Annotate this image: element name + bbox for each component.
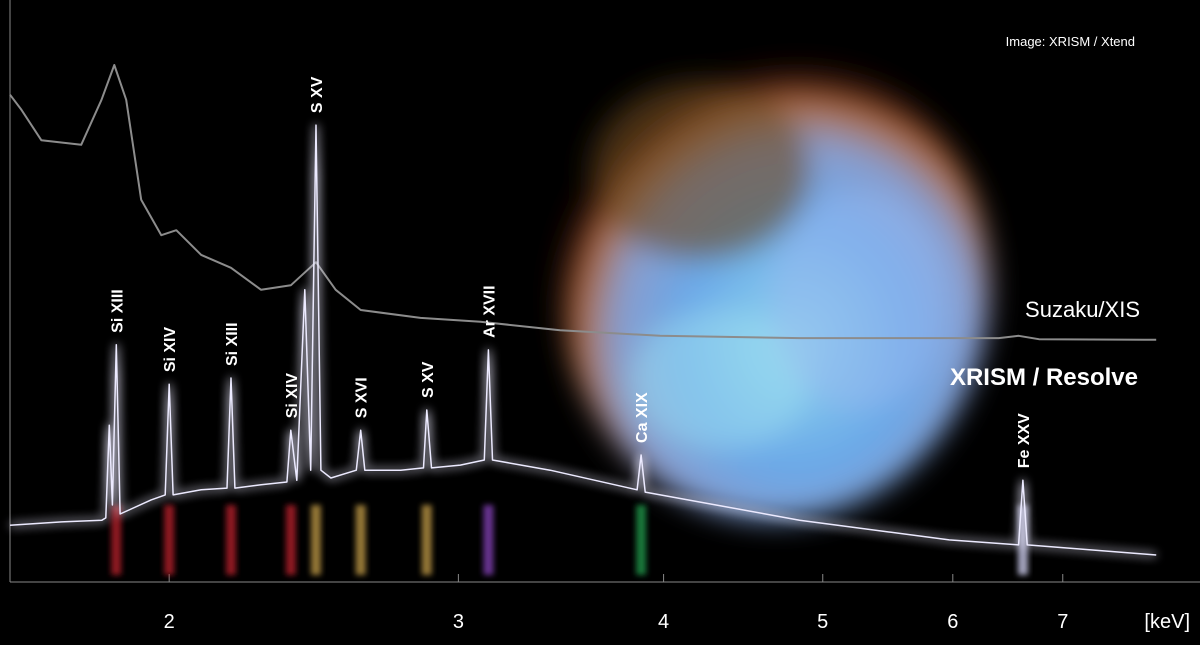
line-label: Si XIV <box>162 326 179 372</box>
line-label: S XV <box>309 76 326 113</box>
x-axis-unit: [keV] <box>1144 611 1190 633</box>
spectrum-line <box>9 124 1157 556</box>
x-tick-label: 5 <box>817 611 828 633</box>
line-marker <box>164 505 175 575</box>
line-marker <box>421 505 432 575</box>
line-marker <box>225 505 236 575</box>
x-tick-label: 6 <box>947 611 958 633</box>
line-label: S XVI <box>354 377 371 418</box>
line-label: Ar XVII <box>481 285 498 337</box>
line-marker <box>355 505 366 575</box>
line-marker <box>285 505 296 575</box>
line-label: Ca XIX <box>634 392 651 443</box>
line-marker <box>310 505 321 575</box>
x-tick-label: 4 <box>658 611 669 633</box>
line-marker <box>483 505 494 575</box>
line-marker <box>111 505 122 575</box>
line-label: S XV <box>420 361 437 398</box>
x-tick-label: 3 <box>453 611 464 633</box>
line-label: Si XIV <box>284 373 301 419</box>
x-tick-label: 2 <box>164 611 175 633</box>
series-label: Suzaku/XIS <box>1025 297 1140 322</box>
line-label: Si XIII <box>109 289 126 333</box>
line-label: Si XIII <box>224 322 241 366</box>
line-marker <box>636 505 647 575</box>
line-marker <box>1017 505 1028 575</box>
x-tick-label: 7 <box>1057 611 1068 633</box>
remnant-image <box>560 50 990 520</box>
spectrum-line <box>9 64 1157 341</box>
series-label: XRISM / Resolve <box>950 364 1138 391</box>
line-label: Fe XXV <box>1016 413 1033 468</box>
image-credit: Image: XRISM / Xtend <box>1006 34 1135 49</box>
